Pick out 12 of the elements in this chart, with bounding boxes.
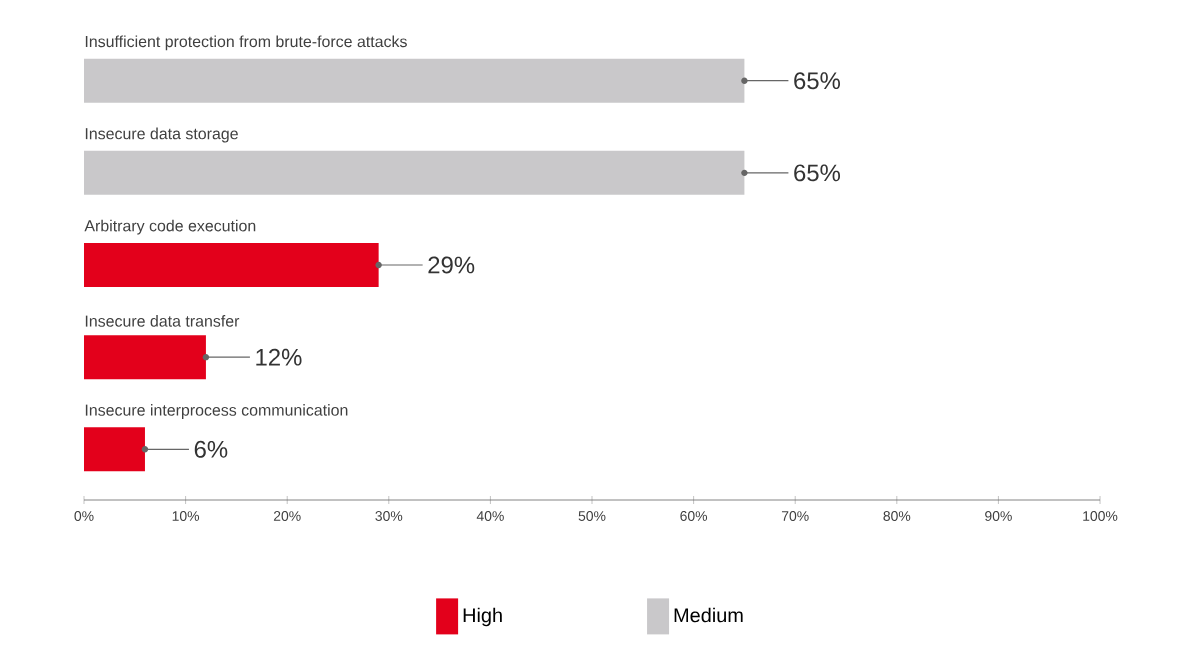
bar <box>84 243 379 287</box>
legend-label: High <box>463 607 502 627</box>
legend-label: Medium <box>674 607 743 623</box>
bar <box>84 335 206 380</box>
data-label: 29% <box>428 256 475 274</box>
data-label: 12% <box>256 348 302 366</box>
bar <box>84 58 745 103</box>
bar <box>84 427 145 472</box>
bar <box>84 150 745 195</box>
data-label: 65% <box>794 72 840 90</box>
data-label: 65% <box>794 164 840 182</box>
data-label: 6% <box>194 440 228 458</box>
